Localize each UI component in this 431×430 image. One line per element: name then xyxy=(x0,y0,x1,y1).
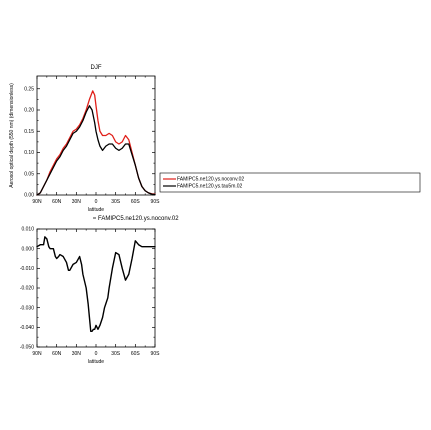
panel-top: 90N 60N 30N 0 30S 60S 90S 0.00 0.05 0.10 0.15 0.20 0… xyxy=(9,65,160,213)
legend-label: FAMIPC5.ne120.ys.tau5m.02 xyxy=(177,184,243,190)
y-tick-label: -0.010 xyxy=(20,266,34,272)
y-tick-label: 0.10 xyxy=(24,150,34,156)
x-tick-label: 0 xyxy=(95,351,98,357)
y-tick-label: 0.05 xyxy=(24,171,34,177)
x-tick-label: 60N xyxy=(52,351,62,357)
legend-label: FAMIPC5.ne120.ys.noconv.02 xyxy=(177,177,244,183)
y-tick-label: 0.20 xyxy=(24,108,34,114)
x-tick-label: 90S xyxy=(151,199,161,205)
x-tick-label: 30S xyxy=(111,351,121,357)
y-tick-label: 0.010 xyxy=(21,227,34,233)
x-axis-label: latitude xyxy=(88,207,104,213)
x-tick-label: 30N xyxy=(72,199,82,205)
x-tick-label: 30N xyxy=(72,351,82,357)
legend-box xyxy=(159,172,421,193)
x-tick-label: 60S xyxy=(131,199,141,205)
legend: FAMIPC5.ne120.ys.noconv.02FAMIPC5.ne120.… xyxy=(159,172,421,193)
chart-title: FAMIPC5.ne120.ys.noconv.02 xyxy=(98,216,179,222)
x-tick-label: 60N xyxy=(52,199,62,205)
y-tick-label: 0.25 xyxy=(24,86,34,92)
y-tick-label: -0.040 xyxy=(20,325,34,331)
x-tick-label: 30S xyxy=(111,199,121,205)
y-tick-label: 0.15 xyxy=(24,129,34,135)
series-line-1 xyxy=(36,236,156,332)
y-tick-label: -0.050 xyxy=(20,345,34,351)
x-tick-label: 90S xyxy=(151,351,161,357)
plot-frame xyxy=(36,228,156,348)
series-line-1 xyxy=(36,90,156,196)
y-tick-label: 0.00 xyxy=(24,193,34,199)
y-tick-label: -0.020 xyxy=(20,286,34,292)
x-axis-label: latitude xyxy=(88,359,104,365)
chart-title: DJF xyxy=(91,65,102,71)
panel-bottom: 90N 60N 30N 0 30S 60S 90S 0.010 0.000 -0.010 -0.02… xyxy=(20,216,179,365)
y-axis-label: Aerosol optical depth (550 nm) (dimensio… xyxy=(9,83,15,188)
x-tick-label: 0 xyxy=(95,199,98,205)
x-tick-label: 90N xyxy=(32,199,42,205)
plot-frame xyxy=(36,75,156,196)
y-tick-label: -0.030 xyxy=(20,305,34,311)
x-tick-label: 90N xyxy=(32,351,42,357)
y-tick-label: 0.000 xyxy=(21,246,34,252)
series-line-2 xyxy=(36,105,156,196)
x-tick-label: 60S xyxy=(131,351,141,357)
